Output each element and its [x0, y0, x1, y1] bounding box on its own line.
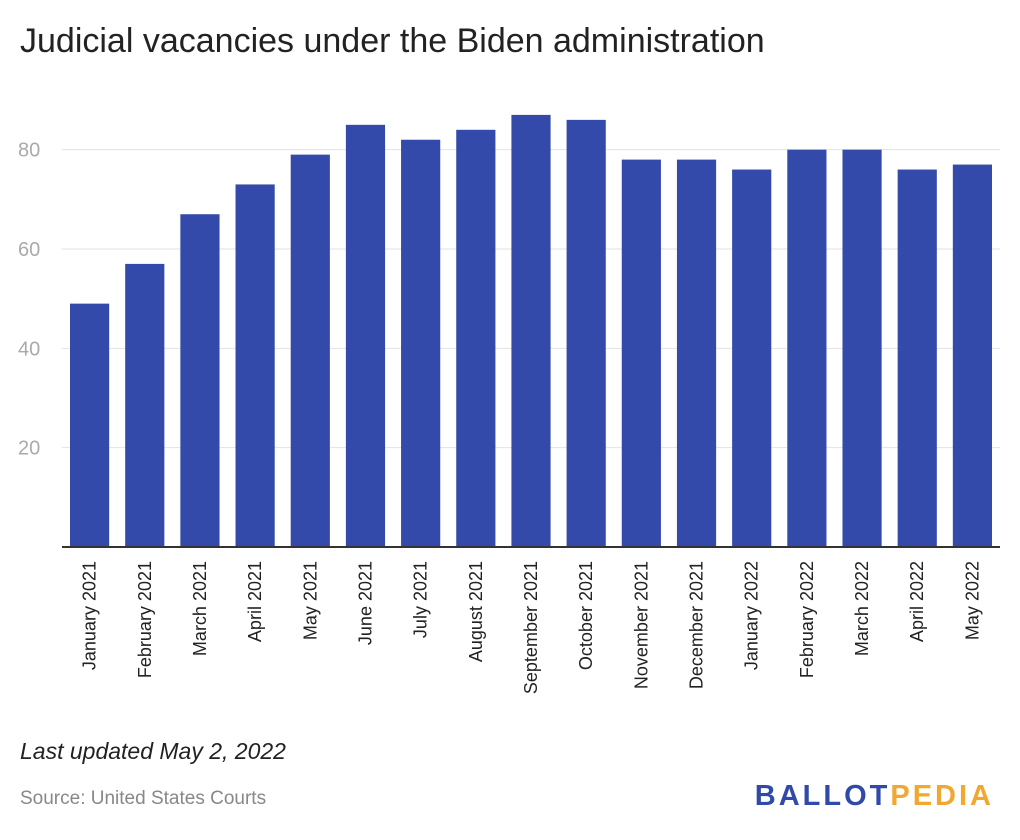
bar	[180, 214, 220, 547]
bar	[787, 149, 827, 547]
bar	[70, 303, 110, 547]
x-tick-label: August 2021	[466, 561, 486, 662]
x-tick-label: February 2021	[135, 561, 155, 678]
x-tick-label: April 2022	[907, 561, 927, 642]
bar	[456, 129, 496, 548]
chart-title: Judicial vacancies under the Biden admin…	[20, 22, 765, 60]
x-tick-label: April 2021	[245, 561, 265, 642]
bar	[621, 159, 661, 547]
x-tick-label: October 2021	[576, 561, 596, 670]
source-note: Source: United States Courts	[20, 788, 267, 809]
y-tick-label: 20	[18, 438, 40, 460]
bar	[732, 169, 772, 548]
bar	[511, 114, 551, 548]
bar	[897, 169, 937, 548]
y-axis-ticks: 20 40 60 80	[18, 140, 40, 460]
x-tick-label: February 2022	[797, 561, 817, 678]
y-tick-label: 80	[18, 140, 40, 162]
logo-part-ballot: BALLOT	[754, 780, 891, 812]
y-tick-label: 60	[18, 239, 40, 261]
bar	[401, 139, 441, 547]
x-tick-label: January 2022	[742, 561, 762, 670]
x-tick-label: May 2021	[300, 561, 320, 640]
y-tick-label: 40	[18, 338, 40, 360]
x-axis-labels: January 2021 February 2021 March 2021 April…	[80, 561, 983, 694]
x-tick-label: March 2022	[852, 561, 872, 656]
x-tick-label: November 2021	[631, 561, 651, 689]
x-tick-label: May 2022	[962, 561, 982, 640]
x-tick-label: September 2021	[521, 561, 541, 694]
bar	[842, 149, 882, 547]
bars	[70, 114, 992, 548]
ballotpedia-logo: BALLOTPEDIA	[755, 780, 994, 813]
bar	[290, 154, 330, 547]
last-updated-note: Last updated May 2, 2022	[20, 738, 286, 764]
x-tick-label: March 2021	[190, 561, 210, 656]
x-tick-label: January 2021	[80, 561, 100, 670]
bar	[235, 184, 275, 547]
logo-part-pedia: PEDIA	[890, 780, 994, 812]
bar	[676, 159, 717, 547]
bar	[345, 124, 386, 547]
bar-chart: 20 40 60 80 January 2021 February 2021 March …	[18, 114, 1000, 694]
x-tick-label: June 2021	[355, 561, 375, 645]
bar	[952, 164, 992, 548]
x-tick-label: July 2021	[411, 561, 431, 638]
x-tick-label: December 2021	[687, 561, 707, 689]
bar	[125, 263, 165, 547]
bar	[566, 119, 606, 547]
